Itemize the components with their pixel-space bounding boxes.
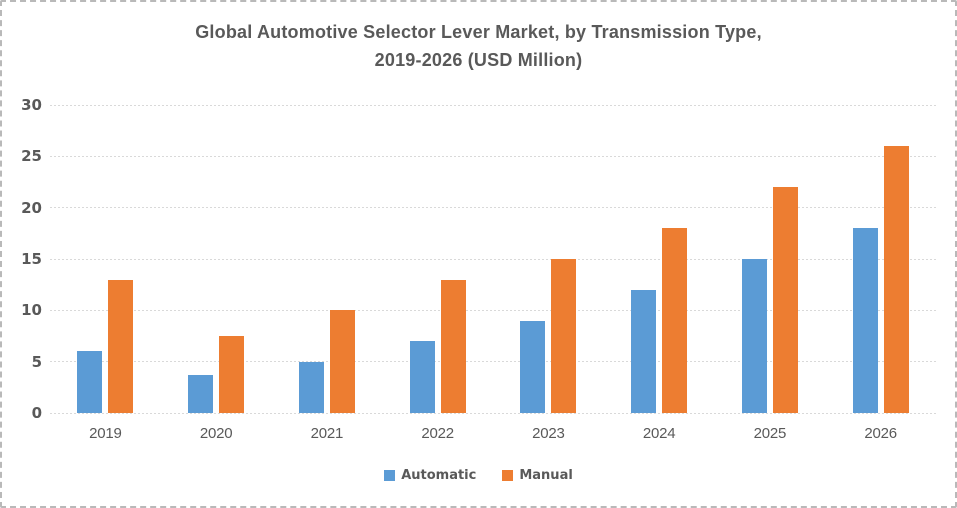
bar-group-2021 — [272, 105, 383, 413]
bar-automatic-2024 — [631, 289, 657, 413]
legend-label: Manual — [519, 468, 573, 483]
bar-manual-2020 — [219, 336, 245, 413]
bar-manual-2022 — [440, 279, 466, 413]
chart-title-line2: 2019-2026 (USD Million) — [374, 50, 583, 70]
chart-title-line1: Global Automotive Selector Lever Market,… — [195, 22, 762, 42]
x-axis-label: 2025 — [753, 425, 787, 442]
bar-automatic-2025 — [741, 259, 767, 413]
bar-automatic-2020 — [188, 375, 214, 413]
y-axis-tick-label: 30 — [21, 96, 42, 114]
gridline — [50, 361, 936, 363]
legend-item-manual: Manual — [502, 468, 573, 483]
bar-group-2025 — [715, 105, 826, 413]
bar-group-2020 — [161, 105, 272, 413]
y-axis-tick-label: 5 — [31, 352, 42, 371]
y-axis-tick-label: 15 — [21, 250, 42, 268]
bar-manual-2021 — [329, 310, 355, 413]
bar-automatic-2023 — [520, 320, 546, 413]
bar-group-2022 — [382, 105, 493, 413]
bar-group-2023 — [493, 105, 604, 413]
plot-area — [50, 104, 936, 414]
bar-manual-2019 — [108, 279, 134, 413]
y-axis-tick-label: 25 — [21, 147, 42, 166]
bar-manual-2023 — [551, 259, 577, 413]
bar-manual-2026 — [883, 146, 909, 413]
chart-title: Global Automotive Selector Lever Market,… — [2, 18, 955, 74]
x-axis-label: 2020 — [199, 425, 233, 442]
bar-group-2024 — [604, 105, 715, 413]
y-axis-tick-label: 20 — [21, 198, 42, 217]
bar-group-2019 — [50, 105, 161, 413]
x-axis-label: 2023 — [532, 425, 565, 442]
x-axis-label: 2026 — [864, 425, 897, 442]
bar-automatic-2026 — [852, 228, 878, 413]
gridline — [50, 155, 936, 157]
gridline — [50, 258, 936, 260]
bar-automatic-2019 — [77, 351, 103, 413]
bar-automatic-2021 — [298, 361, 324, 413]
x-axis-label: 2019 — [89, 425, 122, 442]
x-axis-label: 2024 — [642, 425, 676, 442]
bar-automatic-2022 — [409, 341, 435, 413]
y-axis-tick-label: 10 — [21, 301, 42, 320]
legend-swatch-icon — [384, 470, 396, 481]
x-axis-label: 2022 — [421, 425, 454, 442]
legend-item-automatic: Automatic — [384, 468, 476, 483]
gridline — [50, 207, 936, 209]
legend-label: Automatic — [401, 468, 477, 483]
gridline — [50, 309, 936, 311]
gridline — [50, 412, 936, 414]
y-axis-tick-label: 0 — [31, 404, 42, 422]
gridline — [50, 104, 936, 106]
bar-group-2026 — [825, 105, 936, 413]
legend: Automatic Manual — [2, 468, 955, 483]
x-axis-label: 2021 — [310, 425, 344, 442]
legend-swatch-icon — [502, 470, 514, 481]
bar-manual-2024 — [662, 228, 688, 413]
bar-manual-2025 — [772, 187, 798, 413]
